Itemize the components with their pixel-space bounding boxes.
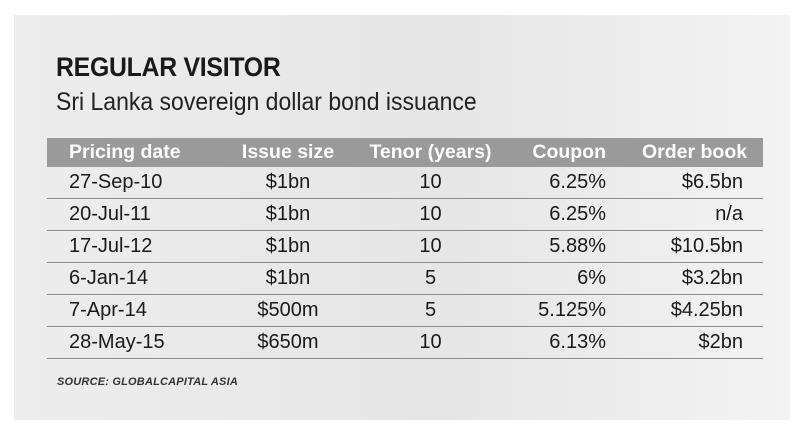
column-header: Coupon	[508, 138, 630, 167]
table-cell: $4.25bn	[630, 294, 763, 327]
table-cell: $10.5bn	[630, 230, 763, 263]
chart-title: REGULAR VISITOR	[56, 52, 281, 82]
table-cell: 10	[353, 198, 508, 231]
table-cell: 10	[353, 326, 508, 359]
table-row: 17-Jul-12 $1bn 10 5.88% $10.5bn	[47, 230, 763, 263]
table-cell: $3.2bn	[630, 262, 763, 295]
table-row: 20-Jul-11 $1bn 10 6.25% n/a	[47, 198, 763, 231]
table-cell: $1bn	[223, 262, 353, 295]
table-row: 6-Jan-14 $1bn 5 6% $3.2bn	[47, 262, 763, 295]
table-cell: $500m	[223, 294, 353, 327]
table-cell: $1bn	[223, 167, 353, 199]
table-cell: $1bn	[223, 230, 353, 263]
table-cell: 20-Jul-11	[47, 198, 223, 231]
column-header: Order book	[630, 138, 763, 167]
table-row: 27-Sep-10 $1bn 10 6.25% $6.5bn	[47, 167, 763, 199]
table-cell: 10	[353, 230, 508, 263]
table-cell: 6.25%	[508, 167, 630, 199]
table-cell: $2bn	[630, 326, 763, 359]
table-cell: 5	[353, 294, 508, 327]
table-row: 28-May-15 $650m 10 6.13% $2bn	[47, 326, 763, 359]
table-cell: 10	[353, 167, 508, 199]
table-cell: 7-Apr-14	[47, 294, 223, 327]
column-header: Tenor (years)	[353, 138, 508, 167]
column-header: Pricing date	[47, 138, 223, 167]
table-cell: 6%	[508, 262, 630, 295]
table-cell: 6.13%	[508, 326, 630, 359]
table-cell: $1bn	[223, 198, 353, 231]
table-row: 7-Apr-14 $500m 5 5.125% $4.25bn	[47, 294, 763, 327]
source-note: SOURCE: GLOBALCAPITAL ASIA	[57, 376, 238, 388]
table-cell: $650m	[223, 326, 353, 359]
table-cell: $6.5bn	[630, 167, 763, 199]
table-cell: 17-Jul-12	[47, 230, 223, 263]
table-cell: n/a	[630, 198, 763, 231]
bond-table: Pricing date Issue size Tenor (years) Co…	[47, 138, 763, 359]
chart-subtitle: Sri Lanka sovereign dollar bond issuance	[56, 88, 477, 116]
table-cell: 27-Sep-10	[47, 167, 223, 199]
table-header-row: Pricing date Issue size Tenor (years) Co…	[47, 138, 763, 167]
table-cell: 6.25%	[508, 198, 630, 231]
column-header: Issue size	[223, 138, 353, 167]
table-cell: 5	[353, 262, 508, 295]
table-cell: 5.125%	[508, 294, 630, 327]
table-cell: 6-Jan-14	[47, 262, 223, 295]
table-cell: 5.88%	[508, 230, 630, 263]
table-cell: 28-May-15	[47, 326, 223, 359]
